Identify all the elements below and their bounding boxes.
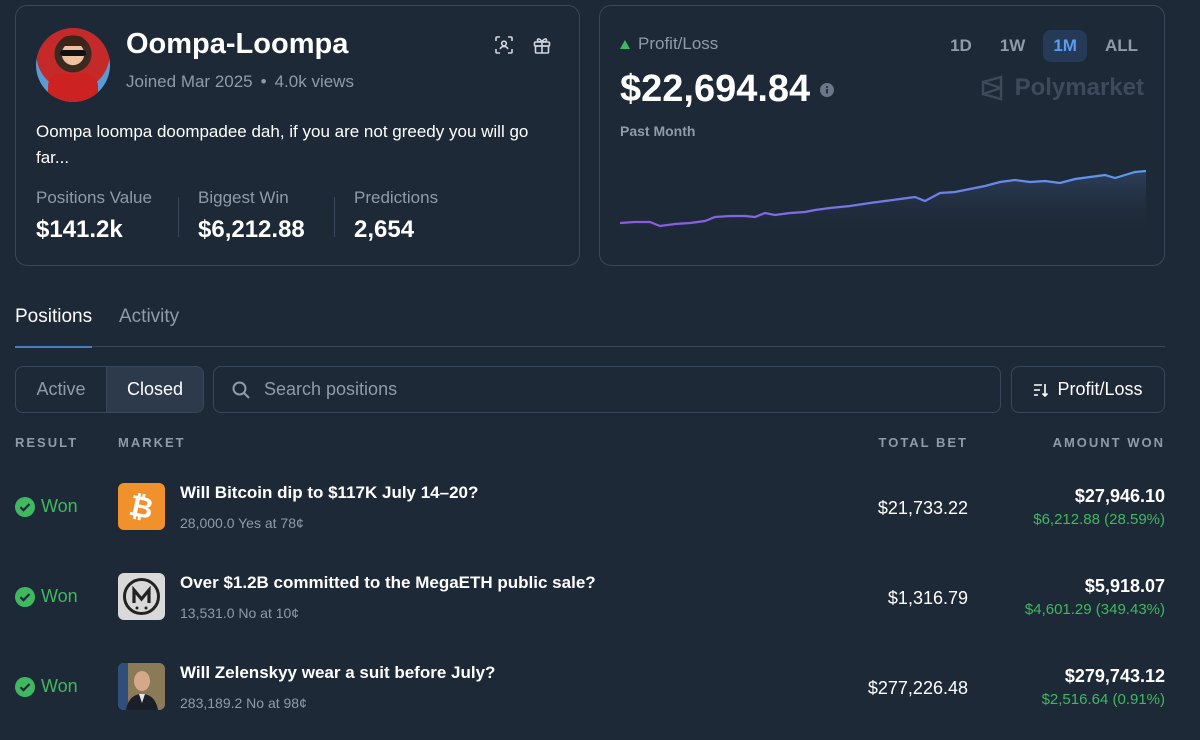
result-label: Won [41, 496, 78, 516]
meta-separator: • [260, 72, 267, 91]
megaeth-icon[interactable] [118, 573, 165, 620]
avatar[interactable] [36, 28, 110, 102]
bitcoin-icon[interactable]: ₿ [118, 483, 165, 530]
profile-card: Oompa-Loompa Joined Mar 2025 • 4.0k views … [15, 5, 580, 266]
filter-active-button[interactable]: Active [36, 379, 86, 399]
sparkline-area [620, 171, 1146, 236]
header-result: RESULT [15, 435, 79, 450]
result-cell: Won [15, 496, 78, 517]
avatar-body [48, 74, 98, 102]
zelenskyy-photo[interactable] [118, 663, 165, 710]
triangle-up-icon [620, 39, 630, 49]
tab-activity[interactable]: Activity [119, 306, 180, 327]
username: Oompa-Loompa [126, 28, 349, 60]
result-cell: Won [15, 676, 78, 697]
stat-divider [178, 197, 179, 237]
timeframe-1d[interactable]: 1D [950, 36, 972, 55]
search-input[interactable] [262, 378, 966, 401]
total-bet: $1,316.79 [887, 588, 968, 608]
avatar-glasses [60, 50, 86, 56]
avatar-hair [60, 36, 86, 46]
stat-value: $6,212.88 [198, 216, 305, 243]
polymarket-logo-icon [981, 75, 1002, 101]
gain-value: $2,516.64 (0.91%) [1041, 691, 1165, 708]
total-bet: $21,733.22 [877, 498, 968, 518]
result-label: Won [41, 676, 78, 696]
market-title[interactable]: Will Bitcoin dip to $117K July 14–20? [180, 483, 479, 502]
tab-positions[interactable]: Positions [15, 306, 93, 348]
polymarket-brand: Polymarket [979, 74, 1144, 102]
check-circle-icon [15, 676, 35, 697]
profit-loss-card: Profit/Loss $22,694.84 Past Month 1D 1W … [599, 5, 1165, 266]
info-icon[interactable] [820, 82, 835, 97]
market-position: 283,189.2 No at 98¢ [180, 695, 307, 711]
check-circle-icon [15, 586, 35, 607]
pnl-label: Profit/Loss [638, 34, 719, 53]
pnl-value: $22,694.84 [620, 68, 811, 110]
table-row[interactable]: Won Will Zelenskyy wear a suit before Ju… [15, 650, 1165, 740]
table-row[interactable]: Won ₿ Will Bitcoin dip to $117K July 14–… [15, 470, 1165, 560]
stat-label: Biggest Win [198, 188, 289, 207]
result-label: Won [41, 586, 78, 606]
profile-meta: Joined Mar 2025 • 4.0k views [126, 72, 354, 92]
filter-closed-button[interactable]: Closed [106, 367, 203, 412]
pnl-period: Past Month [620, 123, 696, 139]
timeframe-1w[interactable]: 1W [999, 36, 1026, 55]
result-cell: Won [15, 586, 78, 607]
gift-icon[interactable] [531, 34, 553, 56]
search-box [213, 366, 1001, 413]
check-circle-icon [15, 496, 35, 517]
search-icon [232, 381, 250, 399]
total-bet: $277,226.48 [867, 678, 968, 698]
svg-text:₿: ₿ [126, 488, 156, 526]
amount-won: $279,743.12 [1064, 666, 1165, 686]
pnl-label-row: Profit/Loss [620, 34, 718, 54]
market-title[interactable]: Over $1.2B committed to the MegaETH publ… [180, 573, 596, 592]
gain-value: $6,212.88 (28.59%) [1033, 511, 1165, 528]
timeframe-all[interactable]: ALL [1104, 36, 1138, 55]
pnl-sparkline [620, 169, 1146, 236]
amount-won: $5,918.07 [1084, 576, 1165, 596]
sort-button[interactable]: Profit/Loss [1011, 366, 1165, 413]
sort-icon [1034, 383, 1049, 397]
joined-date: Joined Mar 2025 [126, 72, 253, 91]
stat-value: $141.2k [36, 216, 123, 243]
market-position: 28,000.0 Yes at 78¢ [180, 515, 304, 531]
header-total-bet: TOTAL BET [878, 435, 968, 450]
brand-name: Polymarket [1014, 74, 1144, 101]
stat-predictions: Predictions 2,654 [354, 188, 438, 244]
amount-won: $27,946.10 [1074, 486, 1165, 506]
table-row[interactable]: Won Over $1.2B committed to the MegaETH … [15, 560, 1165, 650]
scan-icon[interactable] [493, 34, 515, 56]
stat-value: 2,654 [354, 216, 415, 243]
stat-label: Positions Value [36, 188, 152, 207]
pnl-value-row: $22,694.84 [620, 68, 835, 111]
market-title[interactable]: Will Zelenskyy wear a suit before July? [180, 663, 496, 682]
sort-label: Profit/Loss [1057, 379, 1143, 399]
stat-biggest-win: Biggest Win $6,212.88 [198, 188, 305, 244]
timeframe-selector: 1D 1W 1M ALL [940, 30, 1148, 62]
header-market: MARKET [118, 435, 186, 450]
stat-label: Predictions [354, 188, 439, 207]
timeframe-1m[interactable]: 1M [1043, 30, 1087, 62]
market-position: 13,531.0 No at 10¢ [180, 605, 300, 621]
sparkline-line [620, 169, 1146, 228]
header-amount-won: AMOUNT WON [1052, 435, 1165, 450]
gain-value: $4,601.29 (349.43%) [1024, 601, 1165, 618]
stat-positions-value: Positions Value $141.2k [36, 188, 152, 244]
stat-divider [334, 197, 335, 237]
tab-bar: Positions Activity [15, 300, 1165, 348]
bio: Oompa loompa doompadee dah, if you are n… [36, 122, 529, 167]
status-toggle: Active Closed [15, 366, 204, 413]
view-count: 4.0k views [274, 72, 354, 91]
